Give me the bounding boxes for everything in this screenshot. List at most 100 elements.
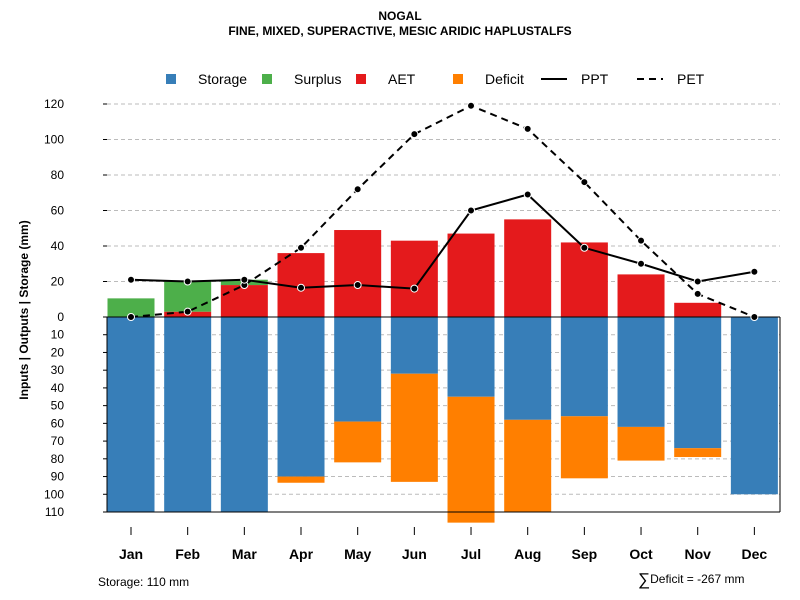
y-tick-label: 100 [44, 487, 64, 501]
y-tick-label: 10 [51, 328, 65, 342]
storage-bar [164, 317, 212, 512]
x-tick-label: Apr [289, 546, 314, 562]
y-tick-label: 60 [51, 204, 65, 218]
x-tick-label: Jul [461, 546, 481, 562]
y-tick-label: 70 [51, 434, 65, 448]
storage-bar [107, 317, 155, 512]
deficit-bar [674, 448, 722, 458]
pet-line-point [580, 178, 589, 187]
deficit-bar [334, 421, 382, 463]
x-tick-label: Nov [684, 546, 711, 562]
ppt-line-point [240, 275, 249, 284]
storage-capacity-note: Storage: 110 mm [98, 575, 190, 589]
pet-line-point [127, 313, 135, 321]
sigma-icon: ∑ [638, 570, 651, 589]
pet-line-point [467, 101, 476, 110]
ppt-line-point [410, 284, 419, 293]
aet-bar [504, 219, 552, 317]
storage-bar [504, 317, 552, 420]
pet-line-point [353, 185, 362, 194]
y-tick-label: 40 [51, 381, 65, 395]
pet-line-point [410, 130, 419, 139]
aet-legend-swatch [356, 74, 366, 84]
ppt-line-point [693, 277, 702, 286]
deficit-bar [504, 419, 552, 512]
storage-bar [277, 317, 325, 477]
storage-bar [220, 317, 268, 512]
y-tick-label: 50 [51, 399, 65, 413]
x-tick-label: Dec [742, 546, 768, 562]
storage-bar [674, 317, 722, 449]
surplus-legend-swatch [262, 74, 272, 84]
storage-bar [447, 317, 495, 397]
y-axis-label: Inputs | Outputs | Storage (mm) [17, 220, 31, 399]
deficit-bar [617, 426, 665, 461]
ppt-legend-label: PPT [581, 71, 609, 87]
ppt-line-point [297, 283, 306, 292]
y-tick-label: 100 [44, 133, 64, 147]
aet-bar [390, 240, 438, 317]
chart-title: NOGAL [378, 9, 422, 23]
y-tick-label: 0 [57, 310, 64, 324]
aet-bar [220, 285, 268, 317]
surplus-bar [107, 298, 155, 317]
pet-line-point [183, 307, 192, 316]
y-tick-label: 80 [51, 168, 65, 182]
y-tick-label: 120 [44, 97, 64, 111]
ppt-line-point [183, 277, 192, 286]
ppt-line-point [637, 259, 646, 268]
deficit-legend-label: Deficit [485, 71, 524, 87]
aet-bar [617, 274, 665, 317]
ppt-line-point [523, 190, 532, 199]
surplus-bar [164, 281, 212, 312]
aet-bar [334, 230, 382, 317]
deficit-bar [390, 373, 438, 482]
deficit-total-label: Deficit = -267 mm [650, 572, 745, 586]
deficit-bar [277, 476, 325, 483]
y-tick-label: 20 [51, 275, 65, 289]
aet-bar [447, 233, 495, 317]
pet-legend-label: PET [677, 71, 705, 87]
x-tick-label: Jan [119, 546, 143, 562]
ppt-line-point [467, 206, 476, 215]
aet-bar [560, 242, 608, 317]
deficit-bar [447, 396, 495, 523]
ppt-line [130, 193, 755, 290]
storage-legend-swatch [166, 74, 176, 84]
y-tick-label: 30 [51, 363, 65, 377]
storage-bar [617, 317, 665, 427]
x-tick-label: Sep [572, 546, 598, 562]
y-tick-label: 40 [51, 239, 65, 253]
y-tick-label: 110 [45, 505, 64, 519]
storage-bar [390, 317, 438, 374]
surplus-legend-label: Surplus [294, 71, 341, 87]
x-tick-label: Mar [232, 546, 257, 562]
total-deficit-note: ∑Deficit = -267 mm [638, 570, 744, 590]
pet-line [130, 104, 755, 318]
x-tick-label: Aug [514, 546, 541, 562]
pet-line-point [750, 313, 759, 321]
y-tick-label: 80 [51, 452, 65, 466]
x-tick-label: Oct [629, 546, 653, 562]
ppt-line-point [127, 275, 135, 284]
pet-line-point [297, 243, 306, 252]
aet-bar [674, 302, 722, 317]
chart-subtitle: FINE, MIXED, SUPERACTIVE, MESIC ARIDIC H… [228, 24, 572, 38]
ppt-line-point [353, 281, 362, 290]
pet-line-point [637, 236, 646, 245]
x-tick-label: May [344, 546, 371, 562]
y-tick-label: 20 [51, 345, 65, 359]
pet-line-point [523, 124, 532, 133]
ppt-line-point [580, 243, 589, 252]
y-tick-label: 90 [51, 470, 65, 484]
pet-line-point [693, 289, 702, 298]
storage-bar [730, 317, 778, 495]
x-tick-label: Jun [402, 546, 427, 562]
storage-bar [560, 317, 608, 417]
x-tick-label: Feb [175, 546, 200, 562]
deficit-legend-swatch [453, 74, 463, 84]
y-tick-label: 60 [51, 416, 65, 430]
storage-legend-label: Storage [198, 71, 247, 87]
deficit-bar [560, 416, 608, 479]
